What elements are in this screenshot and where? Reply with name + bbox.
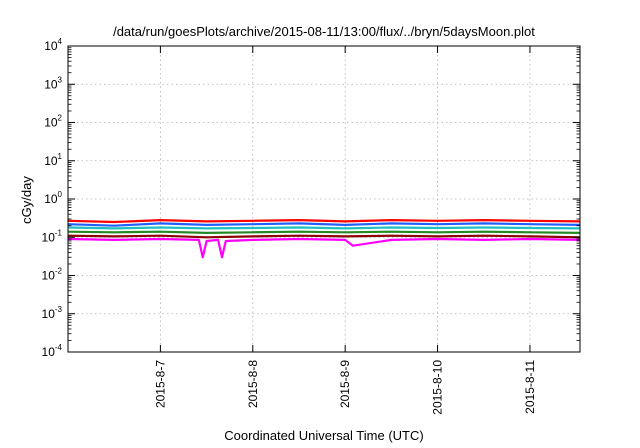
x-tick-label: 2015-8-8	[246, 360, 260, 408]
y-tick-label: 10-2	[42, 267, 63, 283]
x-tick-label: 2015-8-7	[153, 360, 167, 408]
series-line	[67, 237, 581, 259]
axis-ticks: 10-4 10-3 10-2 10-1 100 101 102 103 104 2015-8-7 2…	[42, 37, 580, 415]
y-tick-label: 104	[44, 37, 62, 53]
y-tick-label: 10-3	[42, 305, 63, 321]
y-tick-label: 100	[44, 190, 62, 206]
x-tick-label: 2015-8-11	[523, 360, 537, 414]
y-axis-label: cGy/day	[19, 176, 34, 224]
y-tick-label: 101	[44, 152, 62, 168]
y-tick-label: 10-1	[42, 228, 63, 244]
data-series	[67, 219, 581, 259]
series-line	[67, 222, 581, 227]
series-line	[67, 230, 581, 234]
grid	[68, 46, 580, 352]
y-tick-label: 103	[44, 75, 62, 91]
y-tick-label: 102	[44, 114, 62, 130]
series-line	[67, 219, 581, 224]
y-tick-label: 10-4	[42, 343, 63, 359]
x-axis-label: Coordinated Universal Time (UTC)	[224, 428, 423, 443]
series-line	[67, 234, 581, 239]
chart-title: /data/run/goesPlots/archive/2015-08-11/1…	[113, 24, 535, 39]
series-line	[67, 226, 581, 230]
x-tick-label: 2015-8-9	[338, 360, 352, 408]
x-tick-label: 2015-8-10	[431, 360, 445, 415]
